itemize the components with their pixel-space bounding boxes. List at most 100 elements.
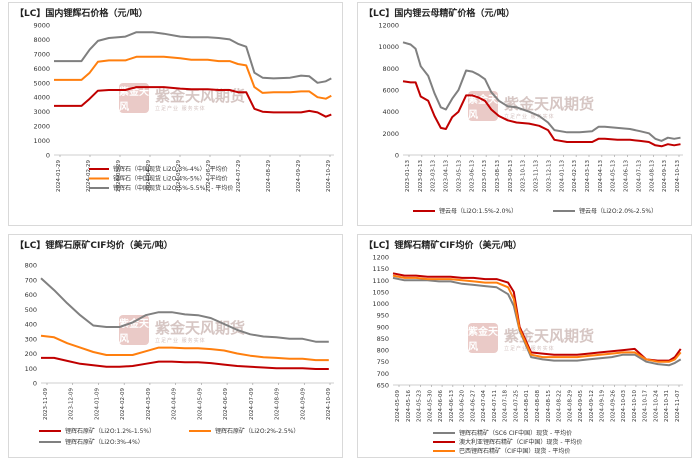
x-tick-label: 2023-02-13 [418, 160, 424, 192]
x-tick-label: 2024-04-13 [598, 160, 604, 192]
x-tick-label: 2024-11-07 [675, 390, 681, 422]
series-line-1 [41, 356, 329, 370]
chart-title: 【LC】国内锂云母精矿价格（元/吨） [364, 9, 515, 19]
x-tick-label: 2024-07-13 [636, 160, 642, 192]
x-tick-label: 2024-03-09 [146, 388, 152, 420]
x-tick-label: 2024-06-06 [438, 390, 444, 422]
chart-domestic-spodumene: 0 1000 2000 3000 4000 5000 6000 7000 8000 9000 202… [33, 22, 334, 192]
series-line-1 [54, 86, 332, 118]
x-tick-label: 2024-10-29 [326, 160, 332, 192]
y-tick-label: 1200 [372, 254, 389, 262]
y-tick-label: 1000 [372, 300, 389, 308]
x-tick-label: 2024-01-09 [94, 388, 100, 420]
legend-label: 锂辉石精矿（SC6 CIF中国）现货 - 平均价 [459, 429, 572, 437]
x-tick-label: 2024-03-29 [116, 160, 122, 192]
x-tick-label: 2024-05-30 [427, 390, 433, 422]
y-tick-label: 2000 [382, 130, 399, 138]
y-tick-label: 800 [25, 262, 37, 270]
chart-spodumene-concentrate-cif: 650 700 750 800 850 900 950 1000 1050 1100 1150 120… [372, 254, 683, 455]
x-tick-label: 2024-05-23 [417, 390, 423, 422]
x-tick-label: 2023-09-13 [508, 160, 514, 192]
x-tick-label: 2023-01-13 [405, 160, 411, 192]
chart-panel-lepidolite: 【LC】国内锂云母精矿价格（元/吨） 紫金天风 紫金天风期货 立足产业 服务实体… [357, 2, 692, 226]
legend-label: 澳大利亚锂辉石精矿（CIF中国）现货 - 平均价 [459, 438, 582, 446]
x-tick-label: 2024-09-29 [296, 160, 302, 192]
series-line-3 [392, 274, 682, 363]
x-tick-label: 2024-02-13 [572, 160, 578, 192]
x-tick-label: 2024-10-03 [621, 390, 627, 422]
y-tick-label: 950 [377, 312, 389, 320]
x-tick-label: 2024-08-22 [557, 390, 563, 422]
x-tick-label: 2023-11-13 [534, 160, 540, 192]
x-tick-label: 2024-06-20 [460, 390, 466, 422]
y-tick-label: 1000 [33, 137, 50, 145]
x-tick-label: 2023-04-13 [444, 160, 450, 192]
y-tick-label: 8000 [382, 65, 399, 73]
x-tick-label: 2024-08-08 [535, 390, 541, 422]
chart-panel-domestic-spodumene: 【LC】国内锂辉石价格（元/吨） 紫金天风 紫金天风期货 立足产业 服务实体 0… [8, 2, 343, 226]
x-tick-label: 2024-10-09 [326, 388, 332, 420]
x-tick-label: 2024-07-25 [513, 390, 519, 422]
y-tick-label: 700 [25, 276, 37, 284]
x-tick-label: 2024-07-04 [481, 390, 487, 422]
y-tick-label: 8000 [33, 36, 50, 44]
x-tick-label: 2024-06-29 [206, 160, 212, 192]
x-tick-label: 2023-12-09 [69, 388, 75, 420]
x-tick-label: 2024-10-24 [653, 390, 659, 422]
y-tick-label: 4000 [33, 94, 50, 102]
x-tick-label: 2023-11-09 [43, 388, 49, 420]
y-tick-label: 750 [377, 358, 389, 366]
y-tick-label: 0 [33, 380, 37, 388]
x-tick-label: 2024-08-09 [275, 388, 281, 420]
legend-label: 锂辉石（中国现货 Li2O:5%-5.5%）- 平均价 [113, 184, 233, 192]
x-tick-label: 2024-03-13 [585, 160, 591, 192]
series-line-2 [54, 55, 332, 100]
legend-label: 锂辉石（中国现货 Li2O:4%-5%）- 平均价 [113, 175, 228, 183]
chart-spodumene-ore-cif: 0 100 200 300 400 500 600 700 800 2023-11-09 2023-… [25, 262, 334, 446]
x-tick-label: 2024-10-13 [675, 160, 681, 192]
x-tick-label: 2024-05-09 [395, 390, 401, 422]
chart-lepidolite: 0 2000 4000 6000 8000 10000 12000 2023-01-13 202… [378, 22, 683, 215]
legend-label: 锂云母（Li2O:2.0%-2.5%） [579, 207, 657, 215]
legend-label: 锂辉石原矿（Li2O:3%-4%） [65, 438, 144, 446]
y-tick-label: 6000 [33, 65, 50, 73]
y-tick-label: 100 [25, 365, 37, 373]
x-tick-label: 2024-06-13 [449, 390, 455, 422]
x-tick-label: 2023-08-13 [495, 160, 501, 192]
x-tick-label: 2024-09-13 [662, 160, 668, 192]
legend-label: 锂辉石原矿（Li2O:2%-2.5%） [215, 427, 299, 435]
series-line-1 [402, 80, 681, 148]
x-tick-label: 2024-01-13 [559, 160, 565, 192]
y-tick-label: 900 [377, 323, 389, 331]
x-tick-label: 2023-05-13 [456, 160, 462, 192]
x-tick-label: 2024-05-29 [176, 160, 182, 192]
y-tick-label: 200 [25, 350, 37, 358]
y-tick-label: 1100 [372, 277, 389, 285]
x-tick-label: 2024-07-09 [249, 388, 255, 420]
x-tick-label: 2024-01-29 [56, 160, 62, 192]
chart-title: 【LC】国内锂辉石价格（元/吨） [15, 9, 148, 19]
series-line-3 [40, 277, 329, 343]
x-tick-label: 2023-07-13 [482, 160, 488, 192]
y-tick-label: 700 [377, 370, 389, 378]
y-tick-label: 5000 [33, 79, 50, 87]
x-tick-label: 2024-09-12 [589, 390, 595, 422]
y-tick-label: 9000 [33, 22, 50, 30]
y-tick-label: 7000 [33, 50, 50, 58]
y-tick-label: 0 [395, 152, 399, 160]
legend-label: 巴西锂辉石精矿（CIF中国）现货 - 平均价 [459, 447, 570, 455]
y-tick-label: 800 [377, 347, 389, 355]
x-tick-label: 2023-06-13 [469, 160, 475, 192]
y-tick-label: 1050 [372, 288, 389, 296]
y-tick-label: 500 [25, 306, 37, 314]
series-line-3 [54, 31, 332, 84]
x-tick-label: 2023-03-13 [431, 160, 437, 192]
x-tick-label: 2024-02-29 [86, 160, 92, 192]
series-line-1 [392, 276, 682, 367]
y-tick-label: 0 [46, 152, 50, 160]
x-tick-label: 2024-09-26 [610, 390, 616, 422]
x-tick-label: 2024-06-09 [223, 388, 229, 420]
x-tick-label: 2024-05-13 [611, 160, 617, 192]
y-tick-label: 850 [377, 335, 389, 343]
legend-label: 锂云母（Li2O:1.5%-2.0%） [439, 207, 517, 215]
